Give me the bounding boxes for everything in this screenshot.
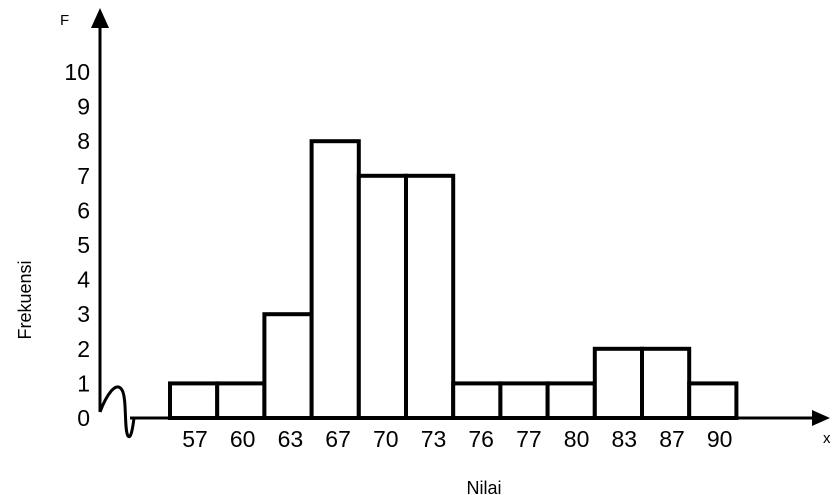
x-tick-label: 77: [516, 426, 542, 452]
x-tick-label: 60: [230, 426, 256, 452]
bar-70: [356, 173, 408, 420]
y-tick-label: 10: [64, 59, 90, 85]
y-tick-label: 4: [77, 267, 90, 293]
x-tick-label: 73: [421, 426, 447, 452]
bars-group: [168, 139, 739, 421]
y-axis-arrow: [91, 8, 109, 28]
axis-break-squiggle: [98, 385, 136, 439]
x-axis-letter: x: [823, 430, 831, 447]
bar-90: [687, 381, 739, 420]
x-tick-label: 83: [612, 426, 638, 452]
y-tick-label: 3: [77, 301, 90, 327]
y-tick-label: 8: [77, 128, 90, 154]
x-tick-label: 80: [564, 426, 590, 452]
x-tick-label: 67: [325, 426, 351, 452]
x-axis-title: Nilai: [466, 478, 501, 495]
y-tick-label: 2: [77, 336, 90, 362]
y-tick-labels: 0 1 2 3 4 5 6 7 8 9 10: [64, 59, 90, 431]
x-tick-label: 90: [707, 426, 733, 452]
bar-77: [498, 381, 550, 420]
x-tick-label: 87: [659, 426, 685, 452]
bar-60: [215, 381, 267, 420]
x-tick-labels: 57 60 63 67 70 73 76 77 80 83 87 90: [182, 426, 732, 452]
bar-67: [309, 139, 361, 420]
x-axis-arrow: [812, 410, 830, 426]
y-tick-label: 1: [77, 370, 90, 396]
y-tick-label: 6: [77, 197, 90, 223]
y-tick-label: 0: [77, 405, 90, 431]
bar-80: [545, 381, 597, 420]
bar-63: [262, 312, 314, 421]
y-axis-title: Frekuensi: [15, 260, 35, 339]
x-tick-label: 70: [373, 426, 399, 452]
x-tick-label: 76: [468, 426, 494, 452]
axes-group: [91, 8, 830, 439]
bar-73: [404, 173, 456, 420]
bar-76: [451, 381, 503, 420]
y-axis-letter: F: [60, 12, 69, 29]
x-tick-label: 57: [182, 426, 208, 452]
x-tick-label: 63: [278, 426, 304, 452]
bar-87: [640, 346, 692, 420]
bar-57: [168, 381, 220, 420]
y-tick-label: 7: [77, 163, 90, 189]
y-tick-label: 5: [77, 232, 90, 258]
bar-83: [592, 346, 644, 420]
y-tick-label: 9: [77, 94, 90, 120]
